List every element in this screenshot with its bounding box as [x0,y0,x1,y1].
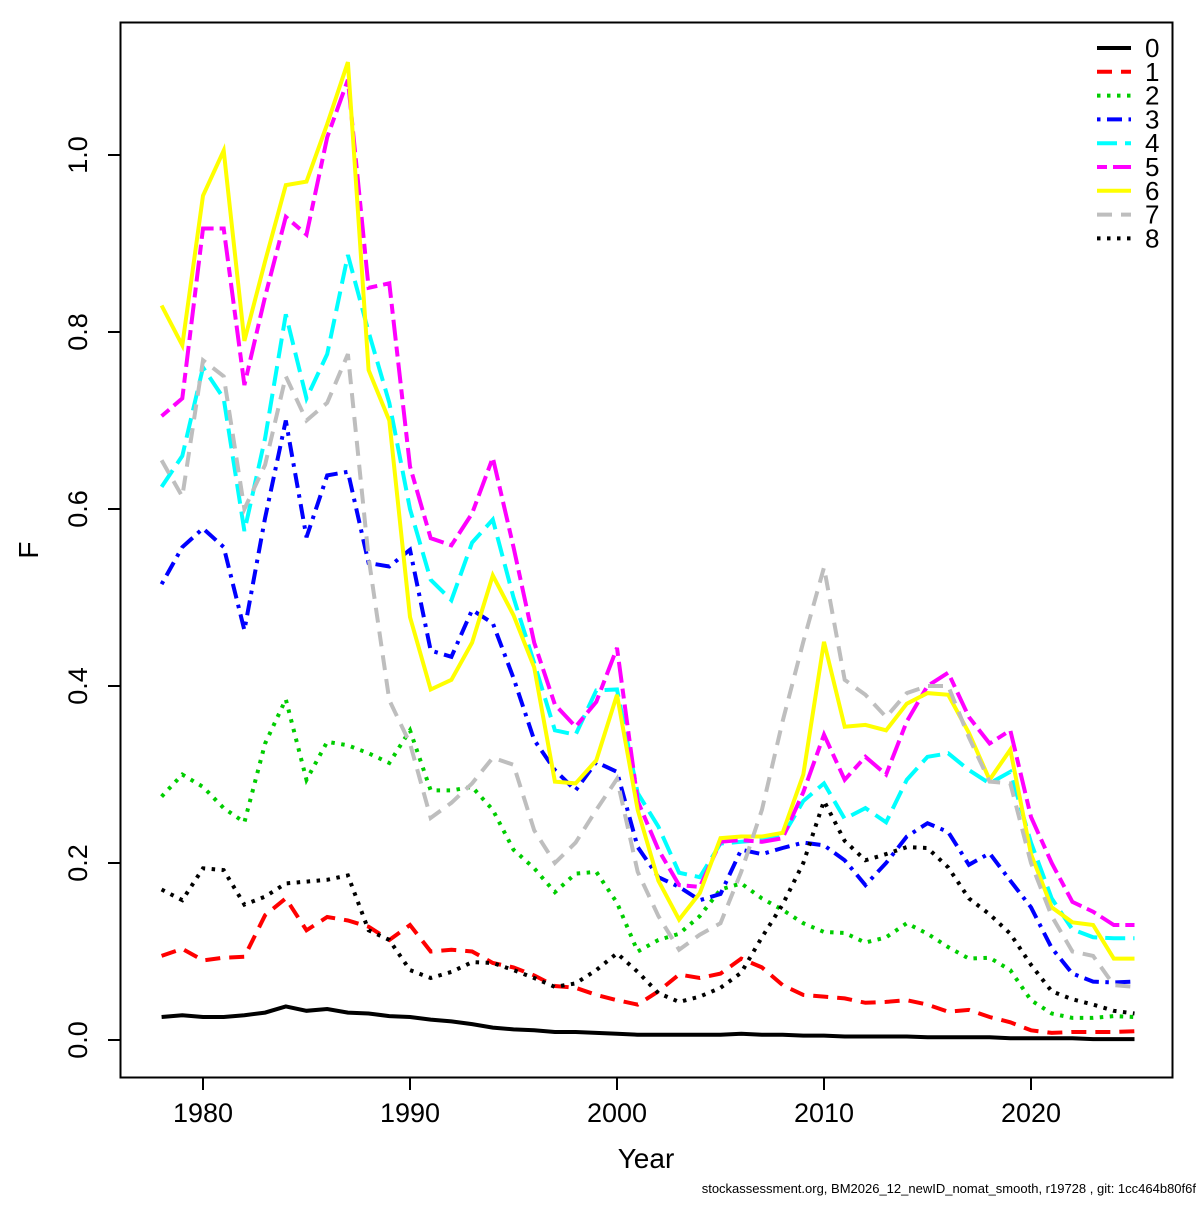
legend-label-4: 4 [1145,128,1159,158]
series-line-age-0 [161,1004,1135,1042]
x-axis-tick-label: 2000 [587,1098,647,1128]
series-line-age-5 [160,79,1135,927]
y-axis-tick-label: 0.0 [63,1021,93,1059]
y-axis-tick-label: 1.0 [63,136,93,174]
series-line-age-2 [160,693,1135,1020]
legend-label-2: 2 [1145,81,1159,111]
series-line-age-3 [159,420,1135,985]
series-lines [159,61,1135,1042]
x-axis-tick-label: 2020 [1001,1098,1061,1128]
legend-label-1: 1 [1145,57,1159,87]
series-line-age-4 [159,254,1135,941]
series-line-age-7 [159,353,1135,989]
x-axis-tick-label: 1990 [380,1098,440,1128]
legend-label-6: 6 [1145,176,1159,206]
x-axis-title: Year [618,1143,675,1174]
axes: 1980 1990 2000 2010 2020 0.0 0.2 0.4 0.6 0.8 1.0 [63,136,1061,1128]
y-axis-tick-label: 0.6 [63,490,93,528]
legend-label-0: 0 [1145,33,1159,63]
y-axis-tick-label: 0.2 [63,844,93,882]
plot-box [119,21,1174,1079]
legend-label-5: 5 [1145,152,1159,182]
x-axis-tick-label: 1980 [173,1098,233,1128]
x-axis-tick-label: 2010 [794,1098,854,1128]
y-axis-title: F [13,541,44,558]
y-axis-tick-label: 0.8 [63,313,93,351]
legend-label-7: 7 [1145,200,1159,230]
y-axis-tick-label: 0.4 [63,667,93,705]
legend-label-3: 3 [1145,104,1159,134]
footer-caption: stockassessment.org, BM2026_12_newID_nom… [702,1181,1197,1196]
legend-label-8: 8 [1145,223,1159,253]
series-line-age-1 [160,895,1135,1035]
